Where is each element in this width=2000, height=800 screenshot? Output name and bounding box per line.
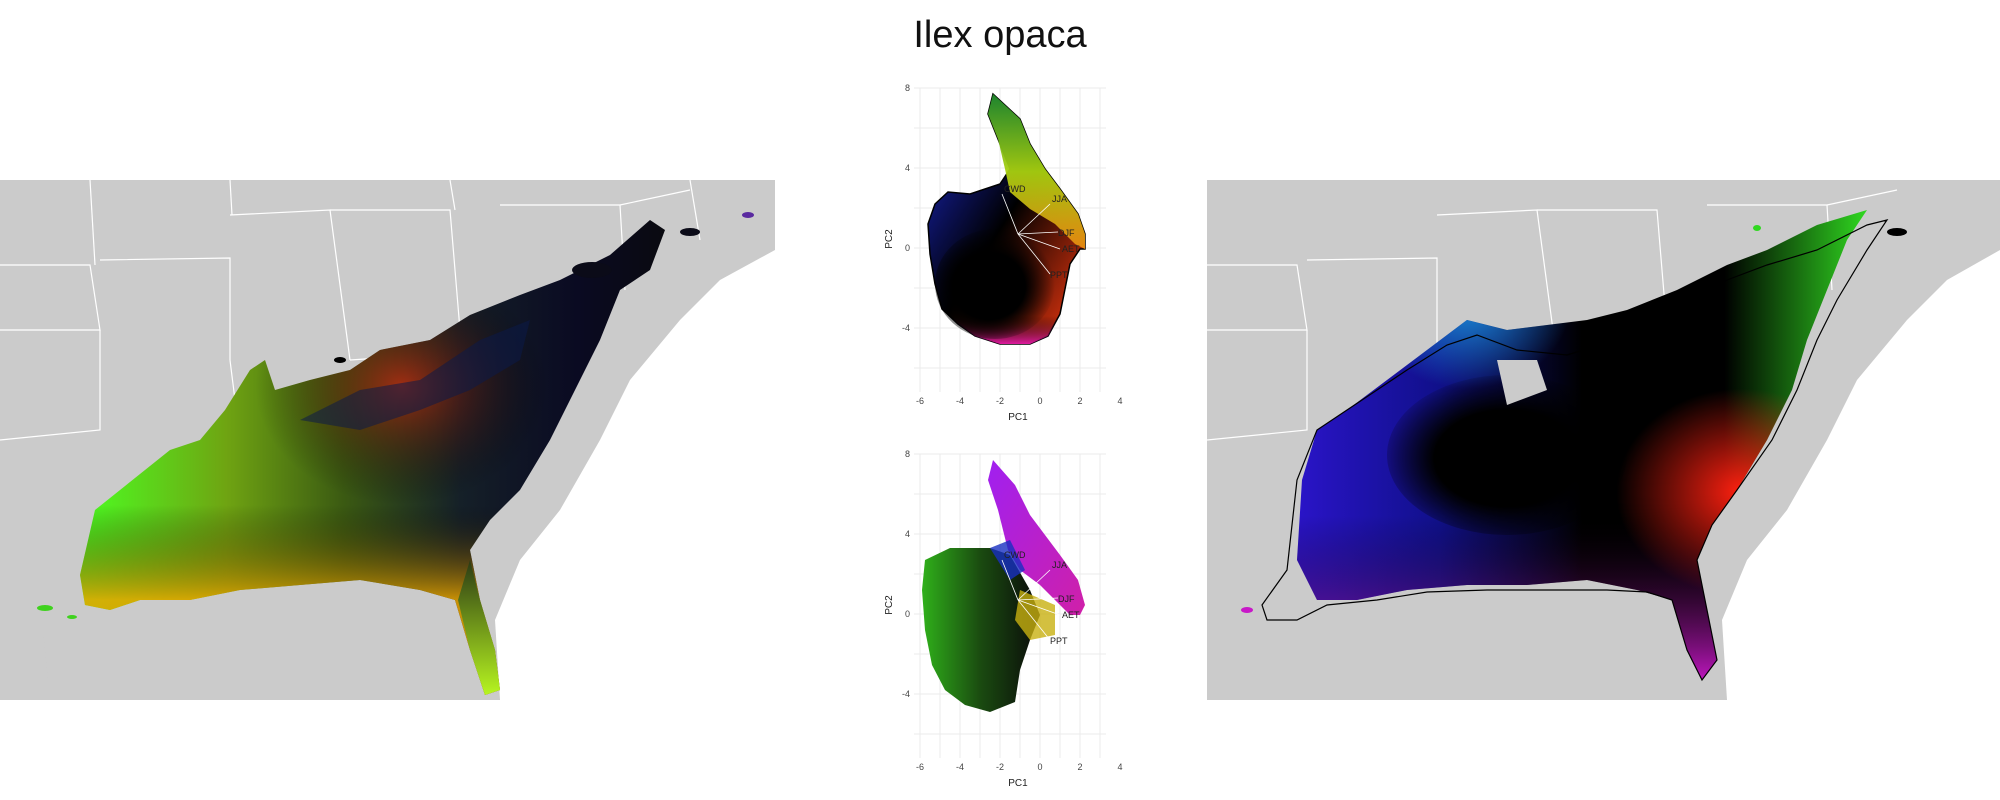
y-tick: 0 xyxy=(905,243,910,253)
y-tick: 4 xyxy=(905,163,910,173)
loading-vectors xyxy=(1001,193,1061,275)
y-axis-label: PC2 xyxy=(884,595,895,615)
x-tick: -2 xyxy=(996,762,1004,772)
x-tick: -4 xyxy=(956,762,964,772)
x-tick: 0 xyxy=(1037,396,1042,406)
y-tick: -4 xyxy=(902,323,910,333)
vector-label-aet: AET xyxy=(1062,244,1080,254)
y-tick: -4 xyxy=(902,689,910,699)
vector-label-jja: JJA xyxy=(1052,194,1067,204)
vector-label-cwd: CWD xyxy=(1004,550,1026,560)
range-prediction xyxy=(1241,210,1907,680)
vector-label-ppt: PPT xyxy=(1050,636,1068,646)
pca-plot-bottom: CWD JJA DJF AET PPT 8 4 0 -4 -6 -4 -2 0 … xyxy=(884,449,1123,789)
figure-title: Ilex opaca xyxy=(913,14,1087,56)
x-tick: 4 xyxy=(1117,762,1122,772)
y-tick: 4 xyxy=(905,529,910,539)
x-tick: -2 xyxy=(996,396,1004,406)
vector-label-djf: DJF xyxy=(1058,594,1075,604)
x-axis-label: PC1 xyxy=(1008,412,1028,423)
vector-label-djf: DJF xyxy=(1058,228,1075,238)
loading-vectors xyxy=(1001,559,1061,641)
right-range-map xyxy=(1207,180,2000,700)
y-tick: 8 xyxy=(905,83,910,93)
x-tick: -6 xyxy=(916,396,924,406)
x-tick: 4 xyxy=(1117,396,1122,406)
y-tick: 0 xyxy=(905,609,910,619)
x-axis-label: PC1 xyxy=(1008,778,1028,789)
vector-label-ppt: PPT xyxy=(1050,270,1068,280)
x-tick: 2 xyxy=(1077,396,1082,406)
vector-label-jja: JJA xyxy=(1052,560,1067,570)
x-tick: -4 xyxy=(956,396,964,406)
y-tick: 8 xyxy=(905,449,910,459)
x-tick: 2 xyxy=(1077,762,1082,772)
x-tick: -6 xyxy=(916,762,924,772)
pca-points-bottom xyxy=(922,460,1085,712)
range-raster xyxy=(37,212,754,695)
x-tick: 0 xyxy=(1037,762,1042,772)
vector-label-aet: AET xyxy=(1062,610,1080,620)
vector-label-cwd: CWD xyxy=(1004,184,1026,194)
pca-hull-top xyxy=(927,92,1086,345)
y-axis-label: PC2 xyxy=(884,229,895,249)
range-outline xyxy=(1261,219,1889,682)
pca-plot-top: CWD JJA DJF AET PPT 8 4 0 -4 -6 -4 -2 0 … xyxy=(884,83,1123,423)
left-range-map xyxy=(0,180,775,700)
